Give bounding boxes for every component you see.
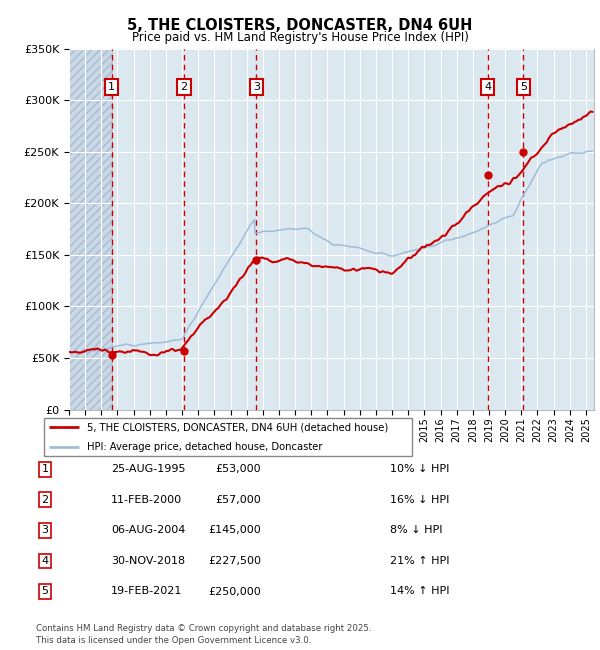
Text: £227,500: £227,500 <box>208 556 261 566</box>
Text: 5: 5 <box>41 586 49 597</box>
Text: 8% ↓ HPI: 8% ↓ HPI <box>390 525 443 536</box>
Text: 4: 4 <box>41 556 49 566</box>
Text: 2: 2 <box>180 82 187 92</box>
Text: 30-NOV-2018: 30-NOV-2018 <box>111 556 185 566</box>
Text: 5: 5 <box>520 82 527 92</box>
Text: Contains HM Land Registry data © Crown copyright and database right 2025.
This d: Contains HM Land Registry data © Crown c… <box>36 624 371 645</box>
Text: 4: 4 <box>484 82 491 92</box>
Text: HPI: Average price, detached house, Doncaster: HPI: Average price, detached house, Donc… <box>86 442 322 452</box>
Text: Price paid vs. HM Land Registry's House Price Index (HPI): Price paid vs. HM Land Registry's House … <box>131 31 469 44</box>
Bar <box>69 49 112 410</box>
Text: £53,000: £53,000 <box>215 464 261 474</box>
Text: 3: 3 <box>41 525 49 536</box>
Text: 3: 3 <box>253 82 260 92</box>
Text: 11-FEB-2000: 11-FEB-2000 <box>111 495 182 505</box>
Text: 21% ↑ HPI: 21% ↑ HPI <box>390 556 449 566</box>
Text: 25-AUG-1995: 25-AUG-1995 <box>111 464 185 474</box>
Text: £145,000: £145,000 <box>208 525 261 536</box>
Text: 19-FEB-2021: 19-FEB-2021 <box>111 586 182 597</box>
Text: 5, THE CLOISTERS, DONCASTER, DN4 6UH (detached house): 5, THE CLOISTERS, DONCASTER, DN4 6UH (de… <box>86 422 388 432</box>
Text: £57,000: £57,000 <box>215 495 261 505</box>
Text: 1: 1 <box>41 464 49 474</box>
Text: 06-AUG-2004: 06-AUG-2004 <box>111 525 185 536</box>
Text: 2: 2 <box>41 495 49 505</box>
Text: £250,000: £250,000 <box>208 586 261 597</box>
Bar <box>69 49 112 410</box>
Text: 5, THE CLOISTERS, DONCASTER, DN4 6UH: 5, THE CLOISTERS, DONCASTER, DN4 6UH <box>127 18 473 33</box>
FancyBboxPatch shape <box>44 418 412 456</box>
Text: 10% ↓ HPI: 10% ↓ HPI <box>390 464 449 474</box>
Text: 1: 1 <box>108 82 115 92</box>
Text: 14% ↑ HPI: 14% ↑ HPI <box>390 586 449 597</box>
Text: 16% ↓ HPI: 16% ↓ HPI <box>390 495 449 505</box>
